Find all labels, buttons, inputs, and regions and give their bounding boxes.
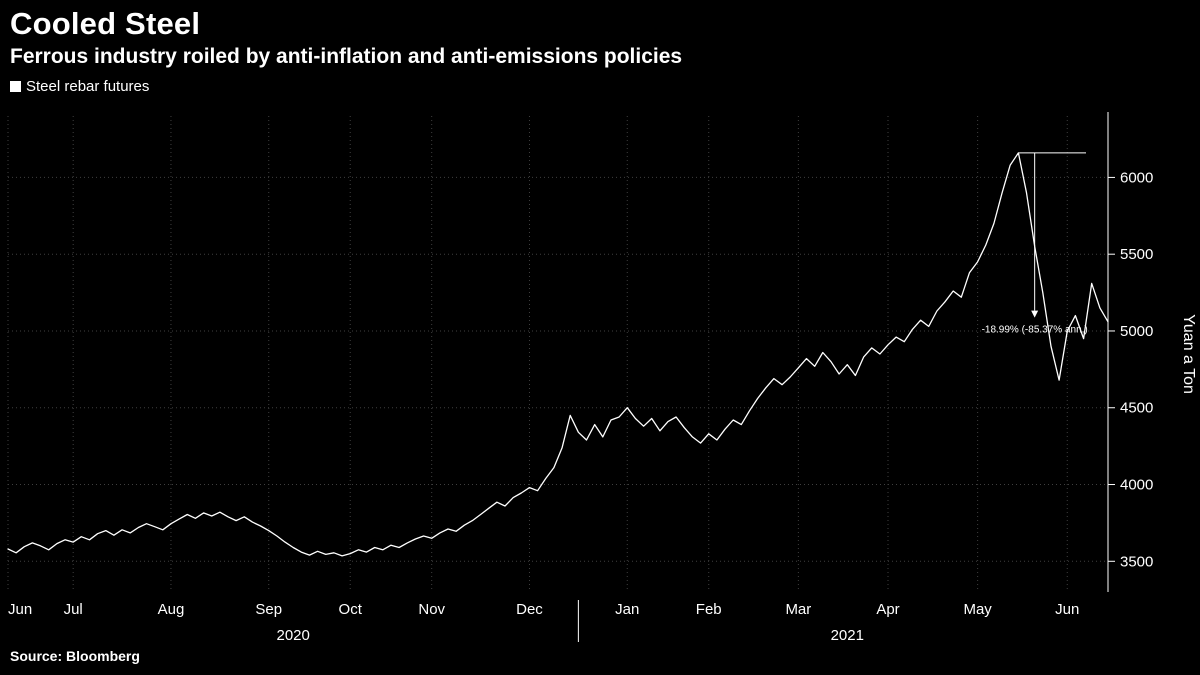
month-label: Mar — [785, 601, 811, 618]
year-label: 2021 — [831, 627, 864, 644]
month-label: Jan — [615, 601, 639, 618]
page-subtitle: Ferrous industry roiled by anti-inflatio… — [10, 44, 683, 68]
month-label: Oct — [339, 601, 363, 618]
price-chart: 3500 4000 4500 5000 5500 6000 Jun Jul Aug Sep Oct N… — [7, 112, 1197, 644]
month-label: Feb — [696, 601, 722, 618]
year-label: 2020 — [276, 627, 309, 644]
y-tick-label: 5500 — [1120, 246, 1153, 263]
page-title: Cooled Steel — [10, 6, 201, 41]
annotation-text: -18.99% (-85.37% ann.) — [982, 325, 1088, 336]
month-label: Jun — [1055, 601, 1079, 618]
y-tick-label: 6000 — [1120, 169, 1153, 186]
y-tick-label: 4000 — [1120, 477, 1153, 494]
y-axis-title: Yuan a Ton — [1180, 314, 1197, 394]
y-tick-label: 4500 — [1120, 400, 1153, 417]
month-label: Nov — [418, 601, 445, 618]
month-label: Sep — [255, 601, 282, 618]
y-tick-label: 3500 — [1120, 553, 1153, 570]
month-label: May — [963, 601, 992, 618]
legend: Steel rebar futures — [10, 78, 1186, 95]
legend-label: Steel rebar futures — [26, 77, 150, 95]
annotation-arrow-icon — [1031, 310, 1039, 318]
legend-swatch-icon — [10, 80, 21, 92]
month-label: Dec — [516, 601, 543, 618]
source-note: Source: Bloomberg — [10, 648, 140, 664]
series-line — [7, 152, 1109, 557]
y-tick-label: 5000 — [1120, 323, 1153, 340]
month-label: Apr — [876, 601, 899, 618]
month-label: Jul — [64, 601, 83, 618]
chart-header: Cooled Steel Ferrous industry roiled by … — [0, 0, 1200, 106]
month-label: Jun — [8, 601, 32, 618]
month-label: Aug — [158, 601, 185, 618]
